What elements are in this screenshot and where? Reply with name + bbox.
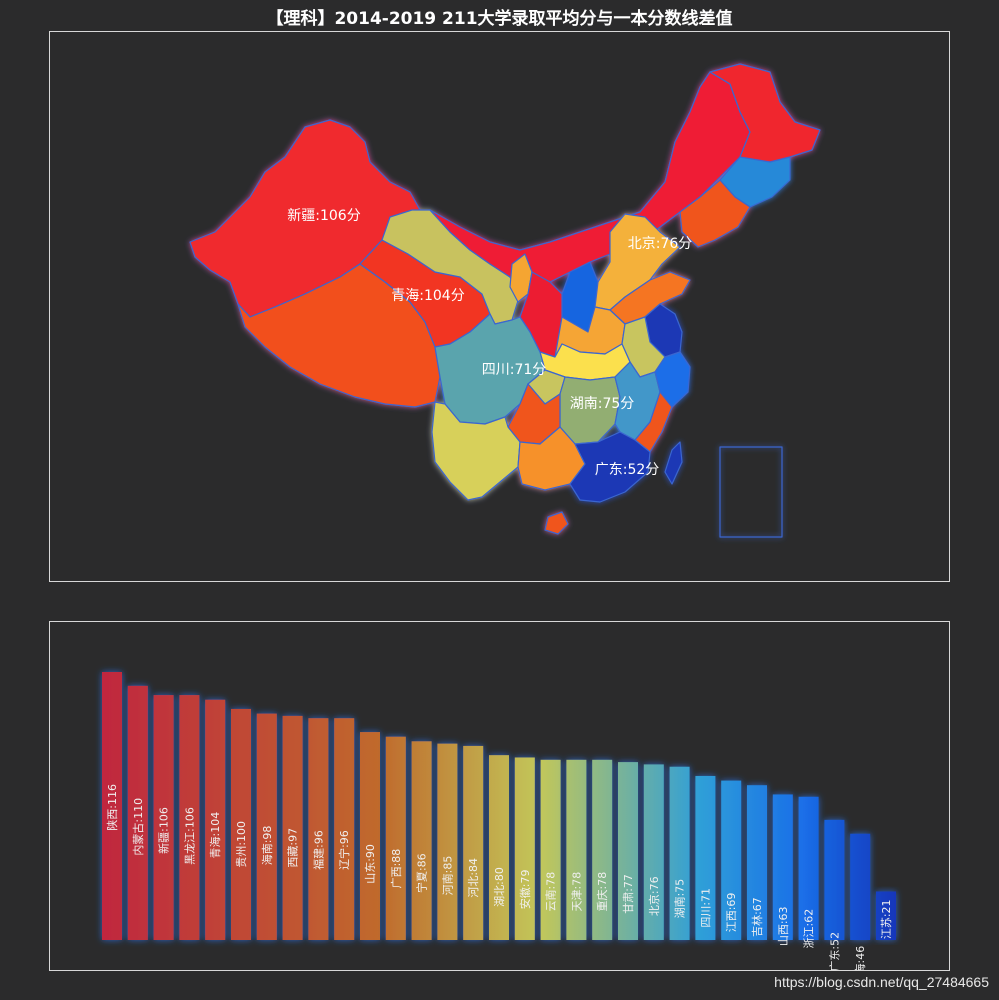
bar[interactable]	[489, 755, 509, 940]
bar-label: 重庆:78	[595, 872, 609, 912]
bar[interactable]	[514, 757, 535, 940]
bar-label: 黑龙江:106	[183, 807, 196, 865]
bar-label: 河北:84	[467, 858, 480, 898]
bar[interactable]	[437, 743, 458, 940]
bar[interactable]	[669, 766, 690, 940]
south-sea-inset	[719, 446, 783, 538]
map-label: 广东:52分	[595, 462, 660, 478]
bar-label: 江苏:21	[880, 899, 893, 939]
bar-label: 海南:98	[260, 826, 274, 866]
bar[interactable]	[772, 794, 793, 940]
bar[interactable]	[153, 695, 174, 940]
bar-chart: 陕西:116 内蒙古:110 新疆:106 黑龙江:106 青海:104 贵州:100 海南…	[102, 672, 896, 985]
bar-label: 天津:78	[570, 872, 583, 912]
region-taiwan[interactable]	[664, 441, 683, 485]
bar-label: 河南:85	[441, 856, 454, 896]
bar-label: 山西:63	[777, 906, 790, 946]
region-liaoning[interactable]	[679, 179, 751, 248]
bar-label: 西藏:97	[287, 828, 300, 868]
bar[interactable]	[102, 672, 122, 940]
map-label: 新疆:106分	[287, 208, 360, 224]
bar[interactable]	[256, 713, 277, 940]
bar-label: 新疆:106	[157, 807, 171, 854]
bar[interactable]	[282, 715, 303, 940]
bar-label: 云南:78	[545, 872, 558, 912]
bar[interactable]	[695, 775, 716, 940]
bar[interactable]	[463, 745, 484, 940]
bar[interactable]	[747, 785, 767, 940]
bar[interactable]	[127, 685, 148, 940]
bar-label: 广东:52	[828, 932, 841, 970]
bar[interactable]	[850, 833, 871, 940]
bar-label: 辽宁:96	[337, 830, 351, 870]
bar-label: 广西:88	[390, 849, 403, 889]
bar[interactable]	[643, 764, 664, 940]
region-hainan[interactable]	[544, 511, 569, 535]
bar-label: 甘肃:77	[622, 874, 635, 914]
chart-title: 【理科】2014-2019 211大学录取平均分与一本分数线差值	[266, 9, 733, 29]
bar[interactable]	[566, 759, 587, 940]
bar[interactable]	[411, 741, 432, 940]
bar[interactable]	[334, 718, 355, 940]
bar-label: 贵州:100	[235, 821, 248, 868]
bar-panel: 陕西:116 内蒙古:110 新疆:106 黑龙江:106 青海:104 贵州:100 海南…	[49, 621, 950, 985]
watermark: https://blog.csdn.net/qq_27484665	[774, 974, 989, 990]
map-label: 北京:76分	[628, 236, 693, 252]
bar[interactable]	[876, 891, 896, 940]
bar-label: 青海:104	[208, 812, 222, 859]
bar[interactable]	[592, 759, 613, 940]
bar[interactable]	[308, 718, 329, 940]
bar[interactable]	[179, 695, 200, 940]
bar[interactable]	[798, 796, 819, 940]
map-panel: 新疆:106分青海:104分 北京:76分四川:71分湖南:75分广东:52分	[49, 31, 950, 582]
bar[interactable]	[824, 819, 845, 940]
bar-label: 江西:69	[725, 893, 738, 933]
bar-label: 吉林:67	[750, 897, 764, 937]
bar-label: 宁夏:86	[415, 853, 429, 893]
bar[interactable]	[205, 699, 226, 940]
bars: 陕西:116 内蒙古:110 新疆:106 黑龙江:106 青海:104 贵州:100 海南…	[102, 672, 896, 985]
bar-label: 安徽:79	[518, 869, 532, 909]
map-label: 湖南:75分	[570, 396, 635, 412]
bar-label: 湖北:80	[493, 867, 506, 907]
bar-label: 上海:46	[853, 946, 867, 970]
bar-label: 湖南:75	[674, 879, 687, 919]
bar[interactable]	[360, 732, 380, 940]
bar-label: 北京:76	[647, 876, 661, 916]
bar[interactable]	[721, 780, 742, 940]
map-label: 四川:71分	[482, 362, 547, 378]
bar[interactable]	[540, 759, 561, 940]
bar-label: 内蒙古:110	[131, 798, 145, 856]
region-yunnan[interactable]	[431, 401, 521, 501]
bar-label: 福建:96	[311, 830, 325, 870]
bar-label: 山东:90	[364, 844, 377, 884]
map-label: 青海:104分	[391, 288, 464, 304]
bar[interactable]	[385, 736, 406, 940]
bar[interactable]	[618, 762, 638, 940]
bar-label: 陕西:116	[105, 784, 119, 831]
bar-label: 四川:71	[699, 888, 712, 928]
bar[interactable]	[231, 708, 251, 940]
region-guangdong[interactable]	[569, 431, 651, 503]
bar-label: 浙江:62	[803, 909, 816, 949]
